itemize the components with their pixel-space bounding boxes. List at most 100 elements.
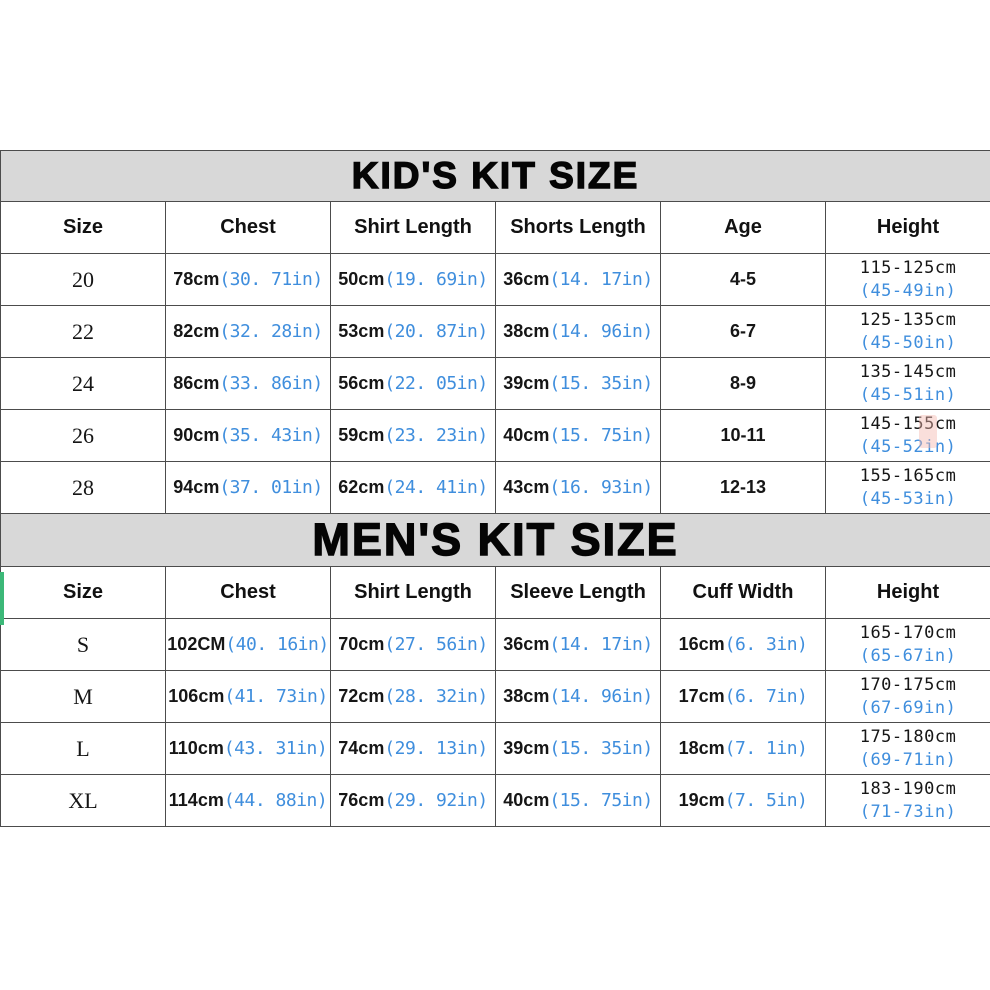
pink-highlight-mark — [919, 415, 937, 448]
shirt-cm: 76cm — [338, 790, 385, 810]
age-cell: 6-7 — [660, 305, 826, 358]
shorts-in: (14. 96in) — [549, 321, 653, 342]
shirt-in: (29. 13in) — [384, 738, 488, 759]
kids-header-row: Size Chest Shirt Length Shorts Length Ag… — [0, 201, 990, 254]
cuff-in: (7. 1in) — [724, 738, 808, 759]
shirt-length-cell: 50cm(19. 69in) — [330, 253, 496, 306]
cuff-width-cell: 17cm(6. 7in) — [660, 670, 826, 723]
height-cell: 183-190cm (71-73in) — [824, 774, 990, 827]
chest-cell: 78cm(30. 71in) — [165, 253, 331, 306]
sleeve-length-cell: 36cm(14. 17in) — [495, 618, 661, 671]
shorts-cm: 40cm — [503, 425, 550, 445]
mens-header-height: Height — [824, 566, 990, 619]
mens-title-row: MEN'S KIT SIZE — [0, 513, 990, 567]
mens-header-sleeve-length: Sleeve Length — [495, 566, 661, 619]
height-in: (45-52in) — [859, 436, 957, 457]
cuff-in: (7. 5in) — [724, 790, 808, 811]
height-cm: 155-165cm — [859, 466, 957, 487]
size-cell: 22 — [0, 305, 166, 358]
sleeve-cm: 36cm — [503, 634, 550, 654]
shirt-in: (20. 87in) — [384, 321, 488, 342]
height-in: (69-71in) — [859, 749, 957, 770]
kids-row-20: 20 78cm(30. 71in) 50cm(19. 69in) 36cm(14… — [0, 253, 990, 306]
shorts-length-cell: 36cm(14. 17in) — [495, 253, 661, 306]
chest-in: (37. 01in) — [219, 477, 323, 498]
chest-cell: 94cm(37. 01in) — [165, 461, 331, 514]
kids-header-age: Age — [660, 201, 826, 254]
size-cell: S — [0, 618, 166, 671]
mens-row-xl: XL 114cm(44. 88in) 76cm(29. 92in) 40cm(1… — [0, 774, 990, 827]
shirt-in: (19. 69in) — [384, 269, 488, 290]
height-cell: 125-135cm (45-50in) — [824, 305, 990, 358]
kids-header-size: Size — [0, 201, 166, 254]
chest-in: (35. 43in) — [219, 425, 323, 446]
height-cell: 145-155cm (45-52in) — [824, 409, 990, 462]
height-cell: 170-175cm (67-69in) — [824, 670, 990, 723]
kids-table-title: KID'S KIT SIZE — [0, 150, 990, 202]
chest-in: (32. 28in) — [219, 321, 323, 342]
mens-header-size: Size — [0, 566, 166, 619]
chest-in: (30. 71in) — [219, 269, 323, 290]
height-cm: 175-180cm — [859, 727, 957, 748]
shorts-cm: 38cm — [503, 321, 550, 341]
sleeve-cm: 39cm — [503, 738, 550, 758]
mens-header-row: Size Chest Shirt Length Sleeve Length Cu… — [0, 566, 990, 619]
shirt-in: (28. 32in) — [384, 686, 488, 707]
shirt-in: (24. 41in) — [384, 477, 488, 498]
mens-table-title: MEN'S KIT SIZE — [0, 513, 990, 567]
chest-in: (44. 88in) — [223, 790, 328, 811]
shorts-length-cell: 38cm(14. 96in) — [495, 305, 661, 358]
height-cm: 145-155cm — [859, 414, 957, 435]
chest-in: (43. 31in) — [223, 738, 328, 759]
chest-cm: 114cm — [168, 790, 224, 810]
height-in: (45-53in) — [859, 488, 957, 509]
kids-header-shorts-length: Shorts Length — [495, 201, 661, 254]
size-cell: 26 — [0, 409, 166, 462]
mens-header-shirt-length: Shirt Length — [330, 566, 496, 619]
size-chart-table: KID'S KIT SIZE Size Chest Shirt Length S… — [0, 150, 990, 827]
age-cell: 4-5 — [660, 253, 826, 306]
kids-row-28: 28 94cm(37. 01in) 62cm(24. 41in) 43cm(16… — [0, 461, 990, 514]
shirt-in: (22. 05in) — [384, 373, 488, 394]
size-cell: 28 — [0, 461, 166, 514]
height-in: (71-73in) — [859, 801, 957, 822]
shorts-cm: 36cm — [503, 269, 550, 289]
shirt-cm: 50cm — [338, 269, 385, 289]
shirt-length-cell: 72cm(28. 32in) — [330, 670, 496, 723]
chest-cm: 78cm — [173, 269, 220, 289]
chest-cm: 102CM — [167, 634, 226, 654]
sleeve-in: (14. 96in) — [549, 686, 653, 707]
shirt-length-cell: 70cm(27. 56in) — [330, 618, 496, 671]
height-cell: 115-125cm (45-49in) — [824, 253, 990, 306]
sleeve-cm: 38cm — [503, 686, 550, 706]
height-cell: 155-165cm (45-53in) — [824, 461, 990, 514]
chest-cell: 90cm(35. 43in) — [165, 409, 331, 462]
height-cm: 165-170cm — [859, 623, 957, 644]
shirt-length-cell: 76cm(29. 92in) — [330, 774, 496, 827]
chest-cell: 114cm(44. 88in) — [165, 774, 331, 827]
kids-row-26: 26 90cm(35. 43in) 59cm(23. 23in) 40cm(15… — [0, 409, 990, 462]
cuff-in: (6. 7in) — [724, 686, 808, 707]
sleeve-in: (15. 75in) — [549, 790, 653, 811]
size-cell: 20 — [0, 253, 166, 306]
shirt-length-cell: 59cm(23. 23in) — [330, 409, 496, 462]
cuff-in: (6. 3in) — [724, 634, 808, 655]
shirt-cm: 56cm — [338, 373, 385, 393]
sleeve-in: (15. 35in) — [549, 738, 653, 759]
mens-header-cuff-width: Cuff Width — [660, 566, 826, 619]
shirt-cm: 62cm — [338, 477, 385, 497]
chest-in: (40. 16in) — [225, 634, 329, 655]
size-cell: M — [0, 670, 166, 723]
shirt-in: (27. 56in) — [384, 634, 488, 655]
kids-header-chest: Chest — [165, 201, 331, 254]
shorts-in: (16. 93in) — [549, 477, 653, 498]
chest-cell: 106cm(41. 73in) — [165, 670, 331, 723]
shorts-length-cell: 40cm(15. 75in) — [495, 409, 661, 462]
shirt-length-cell: 56cm(22. 05in) — [330, 357, 496, 410]
kids-row-24: 24 86cm(33. 86in) 56cm(22. 05in) 39cm(15… — [0, 357, 990, 410]
size-cell: L — [0, 722, 166, 775]
shirt-in: (23. 23in) — [384, 425, 488, 446]
sleeve-in: (14. 17in) — [549, 634, 653, 655]
size-cell: 24 — [0, 357, 166, 410]
